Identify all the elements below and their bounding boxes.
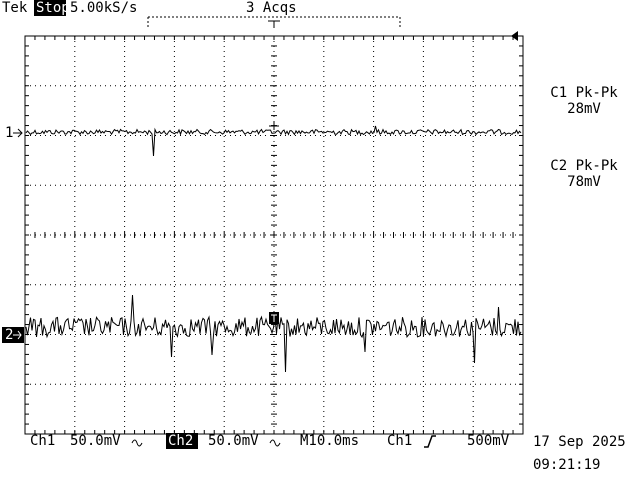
sample-rate: 5.00kS/s [70,0,137,16]
status: Stop: [36,0,78,16]
ch1-arrow [13,128,23,138]
ch2-label-box [166,433,198,449]
trigger-position [268,20,280,28]
bandwidth-icon [131,439,143,447]
ch1-label: Ch1 [30,433,55,449]
ch2-marker: 2 [5,327,13,343]
acquisitions: 3 Acqs [246,0,297,16]
ch2-trigger-t [271,314,277,322]
brand: Tek [2,0,28,16]
ch2-label: Ch2 [168,433,193,449]
ch1-scale: 50.0mV [70,433,121,449]
measurement-value: 78mV [567,174,601,190]
ch1-marker: 1 [5,125,13,141]
ch2-arrow [13,330,22,340]
status-box [34,0,66,16]
record-bracket [147,16,401,27]
bandwidth-icon [269,439,281,447]
date: 17 Sep 2025 [533,434,626,450]
measurement-label: C1 Pk-Pk [550,85,618,101]
measurement-label: C2 Pk-Pk [550,158,618,174]
ch2-scale: 50.0mV [208,433,259,449]
trigger-level: 500mV [467,433,510,449]
waveform [25,125,522,157]
trigger-source: Ch1 [387,433,412,449]
timebase: M10.0ms [300,433,359,449]
trigger-cross [269,122,279,130]
graticule [24,35,524,435]
waveforms [25,122,522,373]
time: 09:21:19 [533,457,600,473]
trigger-slope-icon [424,435,436,448]
waveform [25,294,522,373]
measurement-value: 28mV [567,101,601,117]
